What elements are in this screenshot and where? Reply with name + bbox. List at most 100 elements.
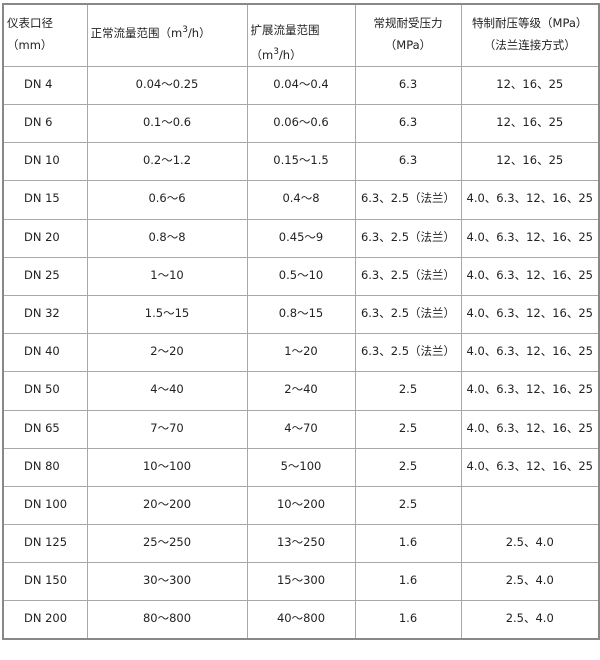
special-pressure-cell: 12、16、25 [460,142,600,182]
table-row: DN 15 0.6～6 0.4～8 6.3、2.5（法兰） 4.0、6.3、12、16、… [2,180,600,220]
diameter-cell: DN 200 [2,600,88,640]
diameter-cell: DN 125 [2,524,88,564]
header-diameter: 仪表口径（mm） [2,3,88,67]
normal-flow-cell: 0.8～8 [86,218,248,258]
diameter-cell: DN 4 [2,65,88,106]
header-normal-pressure: 常规耐受压力（MPa） [354,3,462,67]
normal-flow-cell: 25～250 [86,524,248,564]
extended-flow-cell: 0.5～10 [246,256,356,296]
normal-pressure-cell: 1.6 [354,600,462,640]
diameter-cell: DN 32 [2,294,88,335]
specification-table: 仪表口径（mm） 正常流量范围（m3/h） 扩展流量范围（m3/h） 常规耐受压… [2,3,600,641]
diameter-cell: DN 150 [2,562,88,602]
extended-flow-cell: 0.15～1.5 [246,142,356,182]
extended-flow-cell: 0.45～9 [246,218,356,258]
extended-flow-cell: 0.06～0.6 [246,104,356,144]
header-normal-flow-text: 正常流量范围（m [90,25,183,40]
normal-pressure-cell: 6.3、2.5（法兰） [354,256,462,296]
normal-pressure-cell: 6.3 [354,142,462,182]
normal-pressure-cell: 6.3、2.5（法兰） [354,218,462,258]
table-row: DN 80 10～100 5～100 2.5 4.0、6.3、12、16、25 [2,447,600,487]
header-row: 仪表口径（mm） 正常流量范围（m3/h） 扩展流量范围（m3/h） 常规耐受压… [2,3,600,67]
diameter-cell: DN 80 [2,447,88,487]
table-row: DN 150 30～300 15～300 1.6 2.5、4.0 [2,562,600,602]
table-row: DN 50 4～40 2～40 2.5 4.0、6.3、12、16、25 [2,371,600,411]
special-pressure-cell: 2.5、4.0 [460,600,600,640]
extended-flow-cell: 0.4～8 [246,180,356,220]
normal-flow-cell: 1.5～15 [86,294,248,335]
normal-flow-cell: 7～70 [86,409,248,449]
extended-flow-cell: 40～800 [246,600,356,640]
superscript: 3 [182,25,188,35]
diameter-cell: DN 10 [2,142,88,182]
normal-pressure-cell: 1.6 [354,562,462,602]
normal-pressure-cell: 2.5 [354,409,462,449]
normal-pressure-cell: 6.3 [354,65,462,106]
normal-flow-cell: 30～300 [86,562,248,602]
diameter-cell: DN 65 [2,409,88,449]
extended-flow-cell: 0.8～15 [246,294,356,335]
extended-flow-cell: 15～300 [246,562,356,602]
header-extended-flow-text: 扩展流量范围（m [250,23,320,62]
diameter-cell: DN 6 [2,104,88,144]
diameter-cell: DN 15 [2,180,88,220]
special-pressure-cell: 2.5、4.0 [460,524,600,564]
special-pressure-cell: 4.0、6.3、12、16、25 [460,371,600,411]
table-row: DN 10 0.2～1.2 0.15～1.5 6.3 12、16、25 [2,142,600,182]
special-pressure-cell: 4.0、6.3、12、16、25 [460,409,600,449]
special-pressure-cell: 12、16、25 [460,104,600,144]
normal-pressure-cell: 2.5 [354,447,462,487]
extended-flow-cell: 1～20 [246,333,356,373]
normal-flow-cell: 0.6～6 [86,180,248,220]
normal-flow-cell: 0.1～0.6 [86,104,248,144]
special-pressure-cell: 2.5、4.0 [460,562,600,602]
diameter-cell: DN 20 [2,218,88,258]
special-pressure-cell: 4.0、6.3、12、16、25 [460,218,600,258]
special-pressure-cell: 4.0、6.3、12、16、25 [460,294,600,335]
header-special-pressure: 特制耐压等级（MPa）（法兰连接方式） [460,3,600,67]
normal-flow-cell: 4～40 [86,371,248,411]
special-pressure-cell: 4.0、6.3、12、16、25 [460,447,600,487]
normal-pressure-cell: 6.3、2.5（法兰） [354,294,462,335]
table-row: DN 25 1～10 0.5～10 6.3、2.5（法兰） 4.0、6.3、12、16、… [2,256,600,296]
special-pressure-cell: 4.0、6.3、12、16、25 [460,256,600,296]
table-row: DN 32 1.5～15 0.8～15 6.3、2.5（法兰） 4.0、6.3、12、1… [2,294,600,335]
table-row: DN 20 0.8～8 0.45～9 6.3、2.5（法兰） 4.0、6.3、12、16… [2,218,600,258]
superscript: 3 [273,47,279,57]
normal-pressure-cell: 2.5 [354,485,462,526]
extended-flow-cell: 13～250 [246,524,356,564]
normal-flow-cell: 1～10 [86,256,248,296]
normal-pressure-cell: 2.5 [354,371,462,411]
extended-flow-cell: 2～40 [246,371,356,411]
normal-flow-cell: 80～800 [86,600,248,640]
special-pressure-cell: 12、16、25 [460,65,600,106]
table-row: DN 6 0.1～0.6 0.06～0.6 6.3 12、16、25 [2,104,600,144]
normal-flow-cell: 10～100 [86,447,248,487]
diameter-cell: DN 25 [2,256,88,296]
normal-pressure-cell: 6.3、2.5（法兰） [354,333,462,373]
diameter-cell: DN 40 [2,333,88,373]
extended-flow-cell: 10～200 [246,485,356,526]
normal-flow-cell: 0.04～0.25 [86,65,248,106]
table-row: DN 125 25～250 13～250 1.6 2.5、4.0 [2,524,600,564]
extended-flow-cell: 5～100 [246,447,356,487]
table-row: DN 40 2～20 1～20 6.3、2.5（法兰） 4.0、6.3、12、16、25 [2,333,600,373]
table-row: DN 200 80～800 40～800 1.6 2.5、4.0 [2,600,600,640]
normal-pressure-cell: 1.6 [354,524,462,564]
special-pressure-cell [460,485,600,526]
header-unit: /h） [187,25,211,40]
table-row: DN 65 7～70 4～70 2.5 4.0、6.3、12、16、25 [2,409,600,449]
normal-pressure-cell: 6.3、2.5（法兰） [354,180,462,220]
normal-flow-cell: 20～200 [86,485,248,526]
special-pressure-cell: 4.0、6.3、12、16、25 [460,180,600,220]
normal-flow-cell: 2～20 [86,333,248,373]
table-row: DN 4 0.04～0.25 0.04～0.4 6.3 12、16、25 [2,65,600,106]
header-normal-flow: 正常流量范围（m3/h） [86,3,248,67]
header-unit: /h） [278,47,302,62]
diameter-cell: DN 50 [2,371,88,411]
special-pressure-cell: 4.0、6.3、12、16、25 [460,333,600,373]
normal-flow-cell: 0.2～1.2 [86,142,248,182]
extended-flow-cell: 0.04～0.4 [246,65,356,106]
header-extended-flow: 扩展流量范围（m3/h） [246,3,356,67]
diameter-cell: DN 100 [2,485,88,526]
